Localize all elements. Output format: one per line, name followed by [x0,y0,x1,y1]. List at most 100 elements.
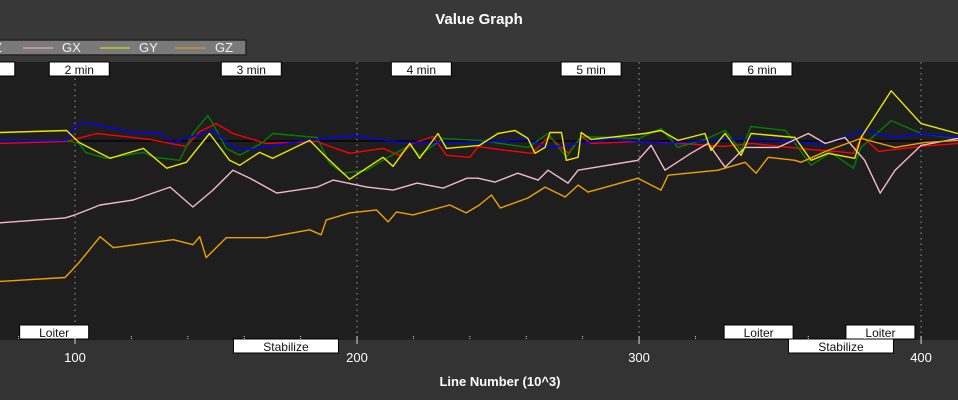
data-point [225,147,227,149]
legend-label-gy: GY [139,40,158,55]
data-point [547,169,549,171]
mode-marker-box [232,338,339,354]
data-point [577,156,579,158]
data-point [232,146,234,148]
data-point [879,192,881,194]
data-point [610,138,612,141]
data-point [527,197,529,199]
data-point [920,132,922,135]
data-point [159,132,161,135]
data-point [105,157,107,159]
data-point [74,214,76,216]
data-point [65,139,68,142]
data-point [497,148,499,150]
data-point [477,177,479,179]
data-point [894,146,896,148]
mode-marker-box [19,324,90,340]
data-point [392,189,394,191]
data-point [395,211,398,213]
data-point [325,156,327,158]
data-point [660,189,662,191]
data-point [854,157,856,159]
data-point [677,139,679,142]
series-group [0,90,958,283]
data-point [0,131,1,134]
data-point [497,132,499,135]
data-point [212,122,214,125]
time-marker-box [390,61,452,77]
mode-marker-label: Loiter [744,326,774,340]
data-point [478,144,481,146]
data-point [78,141,80,144]
data-point [577,169,579,171]
data-point [549,131,551,134]
data-point [577,184,579,186]
data-point [777,146,779,148]
data-point [309,229,311,231]
data-point [514,129,516,132]
data-point [199,130,201,133]
mode-marker-label: Loiter [39,326,69,340]
data-point [890,119,892,122]
data-point [416,182,418,184]
time-marker-label: 3 min [237,63,266,77]
data-point [199,236,201,238]
data-point [262,141,264,144]
data-point [810,159,812,161]
data-point [478,141,481,144]
data-point [844,136,846,139]
data-point [664,169,666,171]
data-point [185,161,188,163]
mode-marker-label: Stabilize [818,340,864,354]
data-point [544,146,546,148]
data-point [827,152,829,154]
data-point [412,142,414,145]
data-point [325,219,327,221]
data-point [767,156,769,158]
data-point [208,132,211,135]
data-point [276,192,278,194]
data-point [85,121,87,124]
x-tick-label: 400 [910,350,932,365]
data-point [437,132,439,135]
data-point [309,139,311,142]
data-point [517,172,519,174]
plot-area[interactable] [0,62,958,340]
data-point [142,151,144,153]
data-point [723,145,725,147]
data-point [64,217,66,219]
data-point [249,177,251,179]
data-point [387,221,389,223]
data-point [78,261,80,264]
data-point [637,159,639,161]
legend[interactable]: Z GX GY GZ [0,39,247,56]
data-point [531,152,533,154]
data-point [169,142,171,145]
data-point [824,142,826,145]
data-point [534,152,536,154]
mode-marker-box [723,324,794,340]
data-point [385,157,387,159]
data-point [810,164,812,166]
data-point [525,138,527,141]
data-point [398,141,400,144]
data-point [666,142,668,145]
data-point [800,161,802,163]
data-point [660,129,662,132]
data-point [352,134,354,137]
data-point [690,152,692,154]
data-point [924,141,926,144]
data-point [860,146,862,148]
data-point [660,127,662,130]
data-point [64,276,66,279]
series-line-4 [0,90,958,180]
data-point [740,154,742,156]
data-point [878,150,880,152]
data-point [349,212,351,214]
time-marker-box [560,61,622,77]
data-point [212,189,214,191]
data-point [490,194,493,196]
data-point [166,167,168,169]
data-point [85,151,87,153]
data-point [316,186,318,188]
